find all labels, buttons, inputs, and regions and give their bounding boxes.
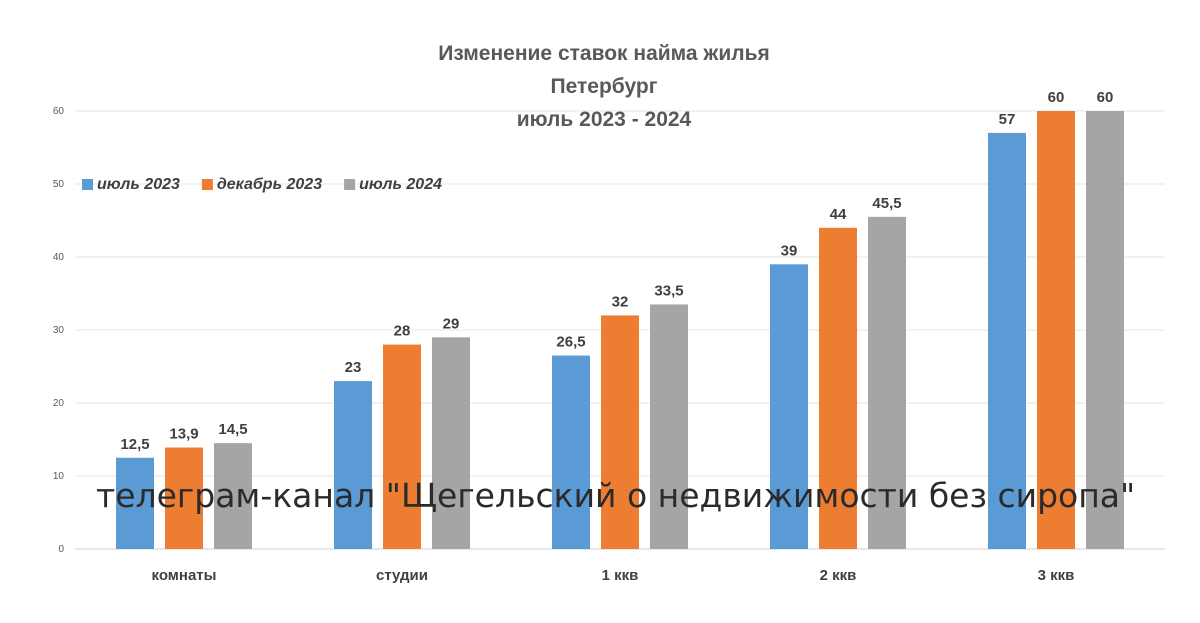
bar [770,264,808,549]
chart-title-line-2: Петербург [551,75,658,98]
legend-swatch [344,179,356,190]
data-label: 45,5 [872,195,901,212]
y-tick-label: 10 [53,471,65,482]
x-category-label: 1 ккв [602,567,639,584]
data-label: 28 [394,323,411,340]
bar [334,381,372,549]
bars [116,111,1124,550]
bar [552,355,590,549]
x-category-label: 3 ккв [1038,567,1075,584]
y-axis-ticks: 0 10 20 30 40 50 60 [53,106,65,555]
legend-swatch [201,179,213,190]
chart-title: Изменение ставок найма жилья Петербург и… [438,42,770,131]
x-category-label: 2 ккв [820,567,857,584]
data-label: 33,5 [654,282,683,299]
data-label: 12,5 [120,436,149,453]
y-tick-label: 20 [53,398,65,409]
data-label: 32 [612,293,629,310]
data-labels: 12,5 13,9 14,5 23 28 29 26,5 32 33,5 39 44 45,5 57 60… [120,89,1113,453]
y-tick-label: 60 [53,106,65,117]
data-label: 57 [999,111,1016,128]
y-tick-label: 40 [53,252,65,263]
data-label: 29 [443,315,460,332]
bar [214,443,252,549]
y-tick-label: 50 [53,179,65,190]
data-label: 23 [345,359,362,376]
data-label: 13,9 [169,426,198,443]
bar [868,216,906,549]
bar [1086,111,1124,549]
data-label: 14,5 [218,421,247,438]
legend-swatch [82,179,93,190]
x-axis-categories: комнаты студии 1 ккв 2 ккв 3 ккв [152,567,1075,584]
bar [988,132,1026,549]
data-label: 26,5 [556,334,585,351]
x-category-label: студии [376,567,428,584]
bar [1037,111,1075,549]
data-label: 39 [781,242,798,259]
y-tick-label: 0 [58,544,64,555]
bar [601,315,639,549]
data-label: 60 [1048,89,1065,106]
bar [165,447,203,549]
bar [383,344,421,549]
legend: июль 2023 декабрь 2023 июль 2024 [82,176,442,193]
data-label: 60 [1097,89,1114,106]
bar [650,304,688,549]
y-tick-label: 30 [53,325,65,336]
bar [432,337,470,549]
chart-title-line-3: июль 2023 - 2024 [517,108,692,131]
legend-label: декабрь 2023 [217,176,322,193]
data-label: 44 [830,206,847,223]
watermark-text: телеграм-канал "Щегельский о недвижимост… [96,476,1136,515]
chart-title-line-1: Изменение ставок найма жилья [438,42,770,65]
legend-label: июль 2023 [97,176,180,193]
bar [116,457,154,549]
x-category-label: комнаты [152,567,217,584]
bar [819,227,857,550]
legend-label: июль 2024 [359,176,442,193]
